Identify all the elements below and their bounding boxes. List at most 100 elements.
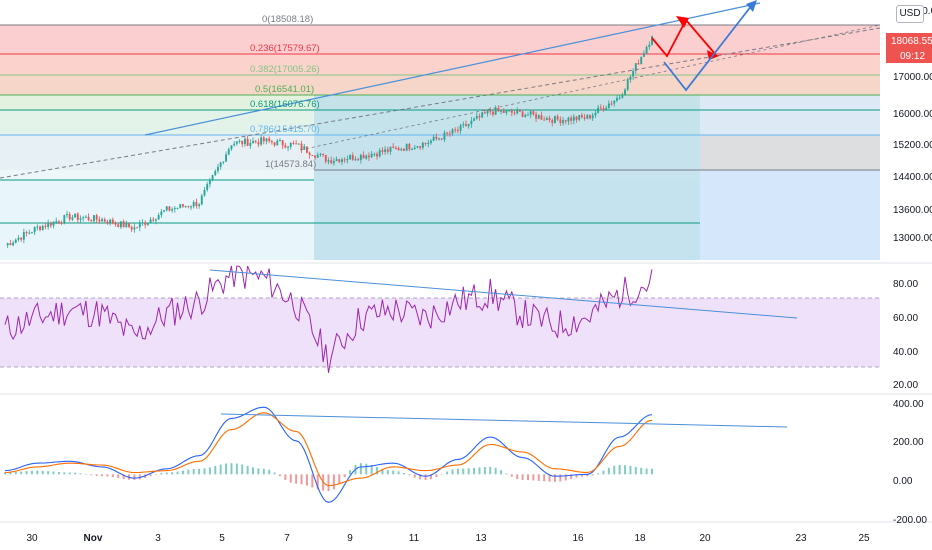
candle-body <box>98 219 101 222</box>
macd-histogram-bar <box>300 474 303 485</box>
macd-histogram-bar <box>613 465 616 475</box>
candle-body <box>400 148 403 151</box>
macd-histogram-bar <box>419 474 422 480</box>
fib-labels: 0(18508.18) 0.236(17579.67) 0.382(17005.26… <box>250 14 320 170</box>
candle-body <box>187 206 190 208</box>
macd-histogram-bar <box>489 466 492 475</box>
candle-body <box>327 160 330 162</box>
candle-body <box>597 107 600 113</box>
macd-histogram-bar <box>343 474 346 478</box>
candle-body <box>454 129 457 131</box>
candle-body <box>33 227 36 233</box>
fib-zone-fills <box>0 25 880 260</box>
candle-body <box>618 97 621 99</box>
candle-body <box>521 111 524 117</box>
date-range-box <box>314 95 700 260</box>
macd-histogram-bar <box>543 474 546 482</box>
candle-body <box>330 160 333 164</box>
candle-body <box>206 184 209 190</box>
candle-body <box>405 143 408 151</box>
macd-histogram-bar <box>651 468 653 475</box>
macd-histogram-bar <box>4 472 6 475</box>
candle-body <box>435 136 438 139</box>
candle-body <box>60 222 63 224</box>
macd-histogram-bar <box>111 474 114 478</box>
candle-body <box>378 150 381 157</box>
rsi-tick: 20.00 <box>893 380 918 391</box>
candlestick-series <box>6 35 653 248</box>
candle-body <box>109 219 112 224</box>
candle-body <box>586 115 589 119</box>
candle-body <box>74 213 77 218</box>
candle-body <box>95 215 98 220</box>
candle-body <box>502 110 505 113</box>
candle-body <box>516 110 519 114</box>
candle-body <box>357 159 360 161</box>
candle-body <box>93 215 95 222</box>
candle-body <box>157 215 160 220</box>
fib-level-label: 0(18508.18) <box>262 14 313 25</box>
candle-body <box>101 219 103 222</box>
currency-button[interactable]: USD <box>896 5 924 23</box>
candle-body <box>173 208 176 210</box>
time-tick: 25 <box>858 533 870 544</box>
candle-body <box>82 217 85 219</box>
macd-histogram-bar <box>284 474 287 480</box>
price-tick: 13600.00 <box>893 205 932 216</box>
candle-body <box>483 112 486 114</box>
candle-body <box>14 239 17 243</box>
candle-body <box>505 110 508 113</box>
macd-trendline[interactable] <box>220 413 788 428</box>
price-tick: 16000.00 <box>893 109 932 120</box>
macd-histogram-bar <box>440 474 443 475</box>
candle-body <box>217 166 219 171</box>
candle-body <box>84 216 87 218</box>
rsi-band <box>0 298 880 367</box>
candle-body <box>637 63 640 65</box>
macd-histogram-bar <box>392 470 395 475</box>
candle-body <box>114 223 117 225</box>
candle-body <box>287 146 290 148</box>
candle-body <box>292 142 295 144</box>
macd-histogram-bar <box>629 465 632 475</box>
candle-body <box>527 114 529 116</box>
macd-histogram-bar <box>473 467 476 475</box>
candle-body <box>22 232 25 240</box>
candle-body <box>492 111 494 115</box>
macd-histogram-bar <box>20 471 23 475</box>
macd-histogram-bar <box>14 472 17 475</box>
candle-body <box>171 209 174 211</box>
macd-pane[interactable]: 400.00 200.00 0.00 -200.00 <box>4 399 927 526</box>
candle-body <box>532 111 535 115</box>
drawings[interactable] <box>0 0 881 179</box>
candle-body <box>427 143 430 145</box>
candle-body <box>152 219 155 221</box>
candle-body <box>591 115 594 119</box>
rsi-pane[interactable]: 80.00 60.00 40.00 20.00 <box>0 265 918 391</box>
blue-arrow-head <box>746 0 757 12</box>
macd-histogram-bar <box>359 463 362 475</box>
candle-body <box>559 119 562 123</box>
time-axis[interactable]: 30 Nov 3 5 7 9 11 13 16 18 20 23 25 <box>26 533 870 544</box>
macd-histogram-bar <box>246 465 249 475</box>
current-price-label: 18068.55 <box>891 36 932 47</box>
macd-histogram-bar <box>408 474 411 476</box>
candle-body <box>79 218 82 220</box>
rsi-trendline[interactable] <box>209 269 798 319</box>
macd-histogram-bar <box>467 468 470 475</box>
candle-body <box>44 225 47 227</box>
macd-histogram-bar <box>25 471 28 475</box>
price-pane[interactable]: 0(18508.18) 0.236(17579.67) 0.382(17005.26… <box>0 0 881 260</box>
macd-histogram-bar <box>532 474 535 481</box>
macd-histogram-bar <box>424 474 427 480</box>
price-axis[interactable]: 18800.00 17000.00 16000.00 15200.00 1440… <box>886 6 932 244</box>
rsi-line <box>4 265 653 373</box>
macd-histogram-bar <box>79 473 82 475</box>
macd-histogram-bar <box>537 474 540 481</box>
candle-body <box>443 132 446 140</box>
macd-histogram-bar <box>564 474 567 481</box>
candle-body <box>289 142 292 147</box>
candle-body <box>66 213 68 216</box>
macd-histogram-bar <box>505 473 508 475</box>
